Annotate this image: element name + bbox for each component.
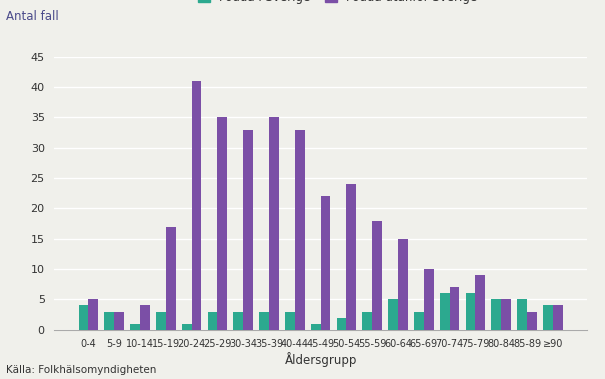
Bar bbox=[491, 299, 502, 330]
Bar bbox=[295, 130, 305, 330]
Bar bbox=[398, 239, 408, 330]
Bar bbox=[517, 299, 527, 330]
Bar bbox=[166, 227, 175, 330]
Bar bbox=[285, 312, 295, 330]
Bar bbox=[217, 117, 227, 330]
Bar bbox=[424, 269, 434, 330]
Bar bbox=[311, 324, 321, 330]
Bar bbox=[182, 324, 192, 330]
Bar bbox=[234, 312, 243, 330]
Bar bbox=[243, 130, 253, 330]
Bar bbox=[114, 312, 124, 330]
Bar bbox=[260, 312, 269, 330]
Bar bbox=[527, 312, 537, 330]
Bar bbox=[105, 312, 114, 330]
Bar bbox=[502, 299, 511, 330]
Bar bbox=[140, 305, 150, 330]
Text: Källa: Folkhälsomyndigheten: Källa: Folkhälsomyndigheten bbox=[6, 365, 157, 375]
Bar bbox=[414, 312, 424, 330]
Bar bbox=[269, 117, 279, 330]
Bar bbox=[553, 305, 563, 330]
Bar bbox=[347, 184, 356, 330]
Bar bbox=[372, 221, 382, 330]
Bar bbox=[130, 324, 140, 330]
Bar bbox=[440, 293, 450, 330]
Bar bbox=[88, 299, 98, 330]
Bar bbox=[156, 312, 166, 330]
Text: Antal fall: Antal fall bbox=[6, 10, 59, 23]
Bar bbox=[466, 293, 476, 330]
Bar bbox=[321, 196, 330, 330]
Bar bbox=[79, 305, 88, 330]
Legend: Födda i Sverige, Födda utanför Sverige: Födda i Sverige, Födda utanför Sverige bbox=[194, 0, 482, 9]
Bar bbox=[450, 287, 459, 330]
Bar bbox=[362, 312, 372, 330]
Bar bbox=[208, 312, 217, 330]
Bar bbox=[336, 318, 347, 330]
Bar bbox=[543, 305, 553, 330]
Bar bbox=[476, 275, 485, 330]
X-axis label: Åldersgrupp: Åldersgrupp bbox=[284, 352, 357, 367]
Bar bbox=[192, 81, 201, 330]
Bar bbox=[388, 299, 398, 330]
